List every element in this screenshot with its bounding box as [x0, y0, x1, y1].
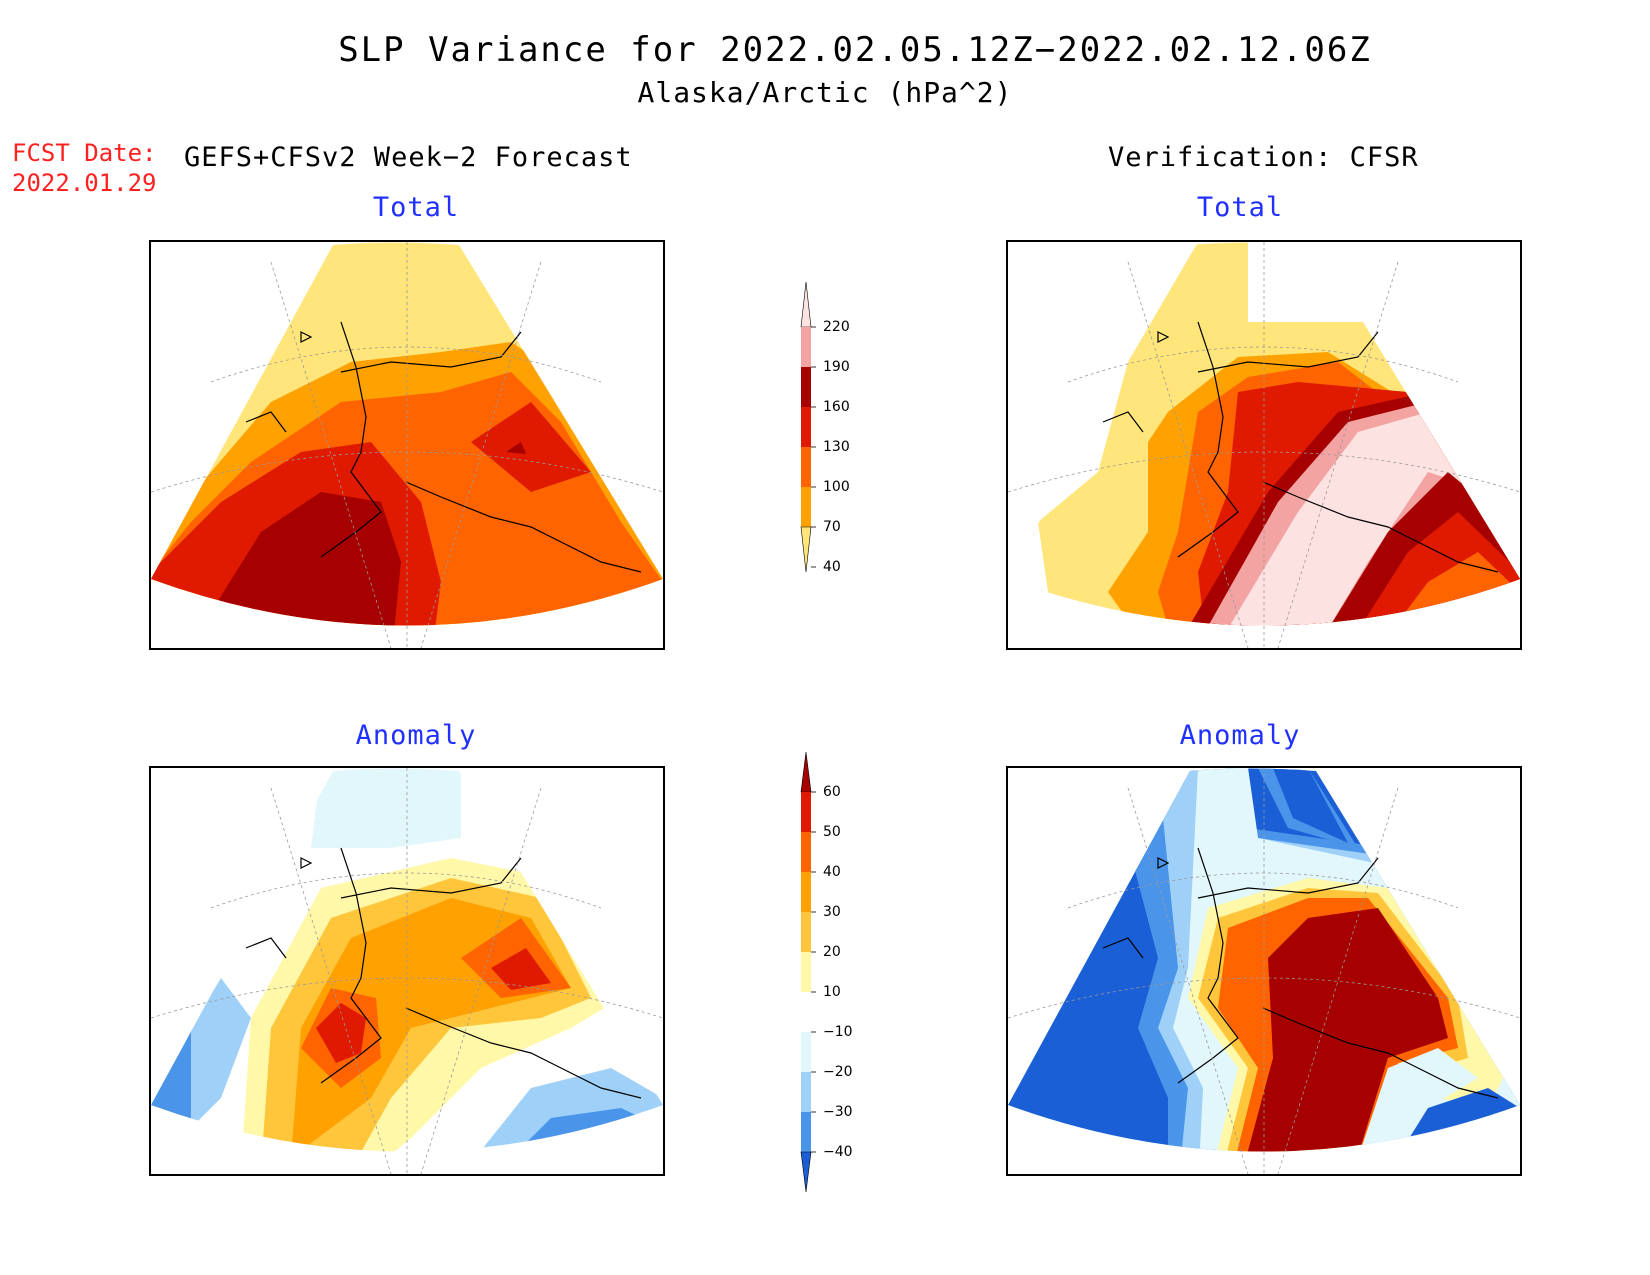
figure-title: SLP Variance for 2022.02.05.12Z−2022.02.…	[338, 30, 1372, 70]
verification-anomaly-map	[1006, 766, 1522, 1176]
colorbar-anomaly-swatch	[801, 872, 811, 912]
forecast-header: GEFS+CFSv2 Week−2 Forecast	[184, 142, 633, 173]
colorbar-total-label: 70	[823, 519, 841, 535]
fill-50-60-west	[316, 1003, 366, 1063]
colorbar-total: 40 70 100 130 160 190 220	[797, 282, 877, 612]
graticule	[1008, 768, 1520, 1174]
colorbar-anomaly-swatch	[801, 1032, 811, 1072]
colorbar-total-swatch	[801, 407, 811, 447]
colorbar-anomaly-label: −30	[823, 1104, 853, 1120]
forecast-total-map	[149, 240, 665, 650]
colorbar-total-swatch	[801, 327, 811, 367]
forecast-anomaly-map-svg	[151, 768, 663, 1174]
fcst-date-value: 2022.01.29	[12, 169, 157, 197]
colorbar-anomaly-swatch	[801, 992, 811, 1032]
fcst-date-label: FCST Date:	[12, 139, 157, 167]
verification-total-map	[1006, 240, 1522, 650]
forecast-anomaly-map	[149, 766, 665, 1176]
colorbar-anomaly: −40 −30 −20 −10 10 20 30 40 50 60	[797, 752, 877, 1192]
fill-160-190-east	[506, 442, 526, 454]
colorbar-total-label: 160	[823, 399, 850, 415]
coastline	[245, 847, 642, 1099]
colorbar-anomaly-swatch	[801, 952, 811, 992]
colorbar-total-swatch	[801, 487, 811, 527]
forecast-anomaly-subtitle: Anomaly	[355, 720, 477, 751]
verification-anomaly-subtitle: Anomaly	[1179, 720, 1301, 751]
fill-60-plus	[1238, 908, 1448, 1152]
colorbar-anomaly-swatch	[801, 792, 811, 832]
colorbar-total-swatch	[801, 447, 811, 487]
fill-minus10-south	[1348, 1048, 1478, 1152]
colorbar-anomaly-swatches	[800, 752, 816, 1192]
fill-130-160-east	[471, 402, 591, 492]
colorbar-anomaly-label: 20	[823, 944, 841, 960]
colorbar-anomaly-swatch	[801, 1112, 811, 1152]
colorbar-anomaly-label: 40	[823, 864, 841, 880]
verification-header: Verification: CFSR	[1108, 142, 1419, 173]
verification-total-subtitle: Total	[1196, 192, 1284, 223]
figure-subtitle: Alaska/Arctic (hPa^2)	[637, 76, 1013, 109]
colorbar-total-min-arrow	[800, 526, 812, 573]
colorbar-total-label: 40	[823, 559, 841, 575]
colorbar-anomaly-label: 30	[823, 904, 841, 920]
graticule	[1008, 242, 1520, 648]
colorbar-anomaly-swatch	[801, 1072, 811, 1112]
colorbar-anomaly-swatch	[801, 912, 811, 952]
colorbar-total-swatches	[800, 282, 816, 573]
fcst-date: FCST Date: 2022.01.29	[12, 138, 157, 198]
colorbar-total-label: 130	[823, 439, 850, 455]
verification-anomaly-map-svg	[1008, 768, 1520, 1174]
colorbar-anomaly-label: 10	[823, 984, 841, 1000]
colorbar-total-swatch	[801, 367, 811, 407]
coastline	[1102, 847, 1499, 1099]
graticule	[151, 768, 663, 1174]
forecast-total-subtitle: Total	[372, 192, 460, 223]
colorbar-anomaly-label: −10	[823, 1024, 853, 1040]
colorbar-total-label: 190	[823, 359, 850, 375]
colorbar-anomaly-max-arrow	[800, 752, 812, 793]
fill-220-plus	[1208, 412, 1520, 626]
colorbar-total-label: 220	[823, 319, 850, 335]
colorbar-anomaly-label: 50	[823, 824, 841, 840]
coastline	[1102, 321, 1499, 573]
colorbar-total-max-arrow	[800, 282, 812, 328]
colorbar-anomaly-label: 60	[823, 784, 841, 800]
fill-50-60-east	[491, 948, 551, 990]
graticule	[151, 242, 663, 648]
colorbar-anomaly-label: −20	[823, 1064, 853, 1080]
forecast-total-map-svg	[151, 242, 663, 648]
fill-minus40-north	[1273, 768, 1348, 843]
colorbar-total-label: 100	[823, 479, 850, 495]
coastline	[245, 321, 642, 573]
colorbar-anomaly-swatch	[801, 832, 811, 872]
fill-minus10-east	[311, 768, 461, 848]
verification-total-map-svg	[1008, 242, 1520, 648]
colorbar-anomaly-label: −40	[823, 1144, 853, 1160]
colorbar-anomaly-min-arrow	[800, 1151, 812, 1192]
fill-minus20-west	[191, 978, 251, 1128]
